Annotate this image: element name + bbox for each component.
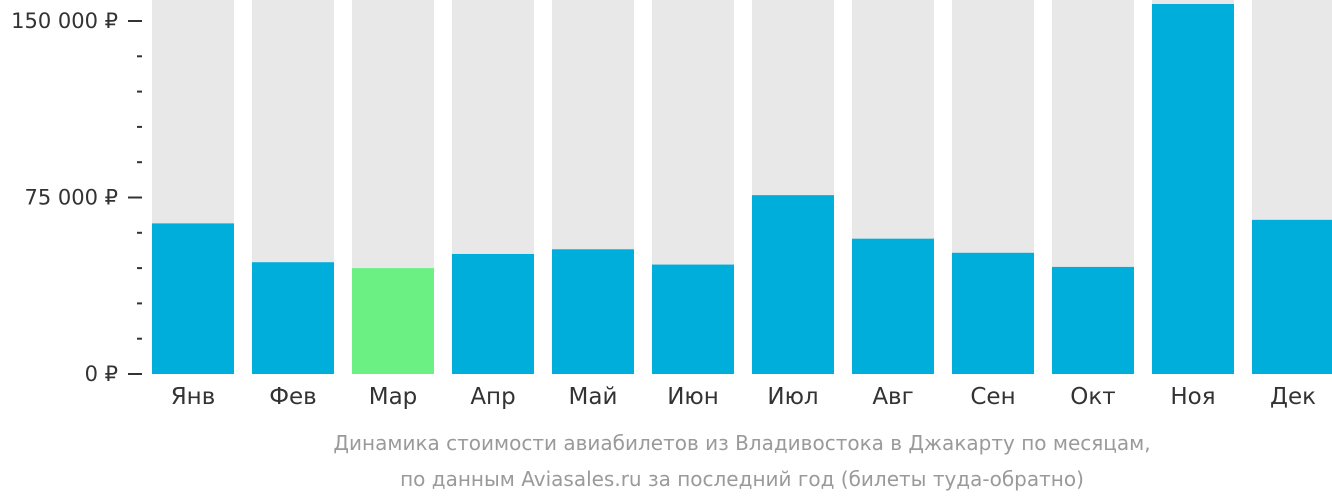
caption-line-1: Динамика стоимости авиабилетов из Владив… [333, 431, 1151, 455]
x-tick-label: Янв [171, 384, 216, 410]
y-axis: 0 ₽ 75 000 ₽ 150 000 ₽ [11, 9, 142, 386]
bars [152, 4, 1332, 374]
x-tick-label: Июл [767, 384, 818, 410]
bar[interactable] [752, 195, 834, 374]
bar[interactable] [552, 249, 634, 374]
x-tick-label: Ноя [1170, 384, 1215, 410]
bar[interactable] [852, 238, 934, 374]
x-tick-label: Окт [1070, 384, 1115, 410]
bar[interactable] [1152, 4, 1234, 374]
x-tick-label: Июн [667, 384, 719, 410]
bar[interactable] [452, 253, 534, 374]
x-tick-label: Мар [369, 384, 418, 410]
bar[interactable] [952, 252, 1034, 374]
bar[interactable] [1252, 219, 1332, 374]
x-tick-label: Фев [269, 384, 317, 410]
x-tick-label: Дек [1270, 384, 1316, 410]
bar[interactable] [252, 262, 334, 374]
x-axis-labels: Янв Фев Мар Апр Май Июн Июл Авг Сен Окт Ноя Дек [171, 384, 1316, 410]
x-tick-label: Апр [470, 384, 515, 410]
x-tick-label: Сен [970, 384, 1015, 410]
bar[interactable] [352, 268, 434, 374]
bar[interactable] [152, 223, 234, 374]
bar[interactable] [1052, 266, 1134, 374]
y-tick-label: 75 000 ₽ [24, 186, 118, 210]
y-tick-label: 0 ₽ [85, 362, 118, 386]
x-tick-label: Май [569, 384, 618, 410]
bar[interactable] [652, 264, 734, 374]
x-tick-label: Авг [872, 384, 913, 410]
y-tick-label: 150 000 ₽ [11, 9, 118, 33]
caption-line-2: по данным Aviasales.ru за последний год … [400, 467, 1084, 491]
